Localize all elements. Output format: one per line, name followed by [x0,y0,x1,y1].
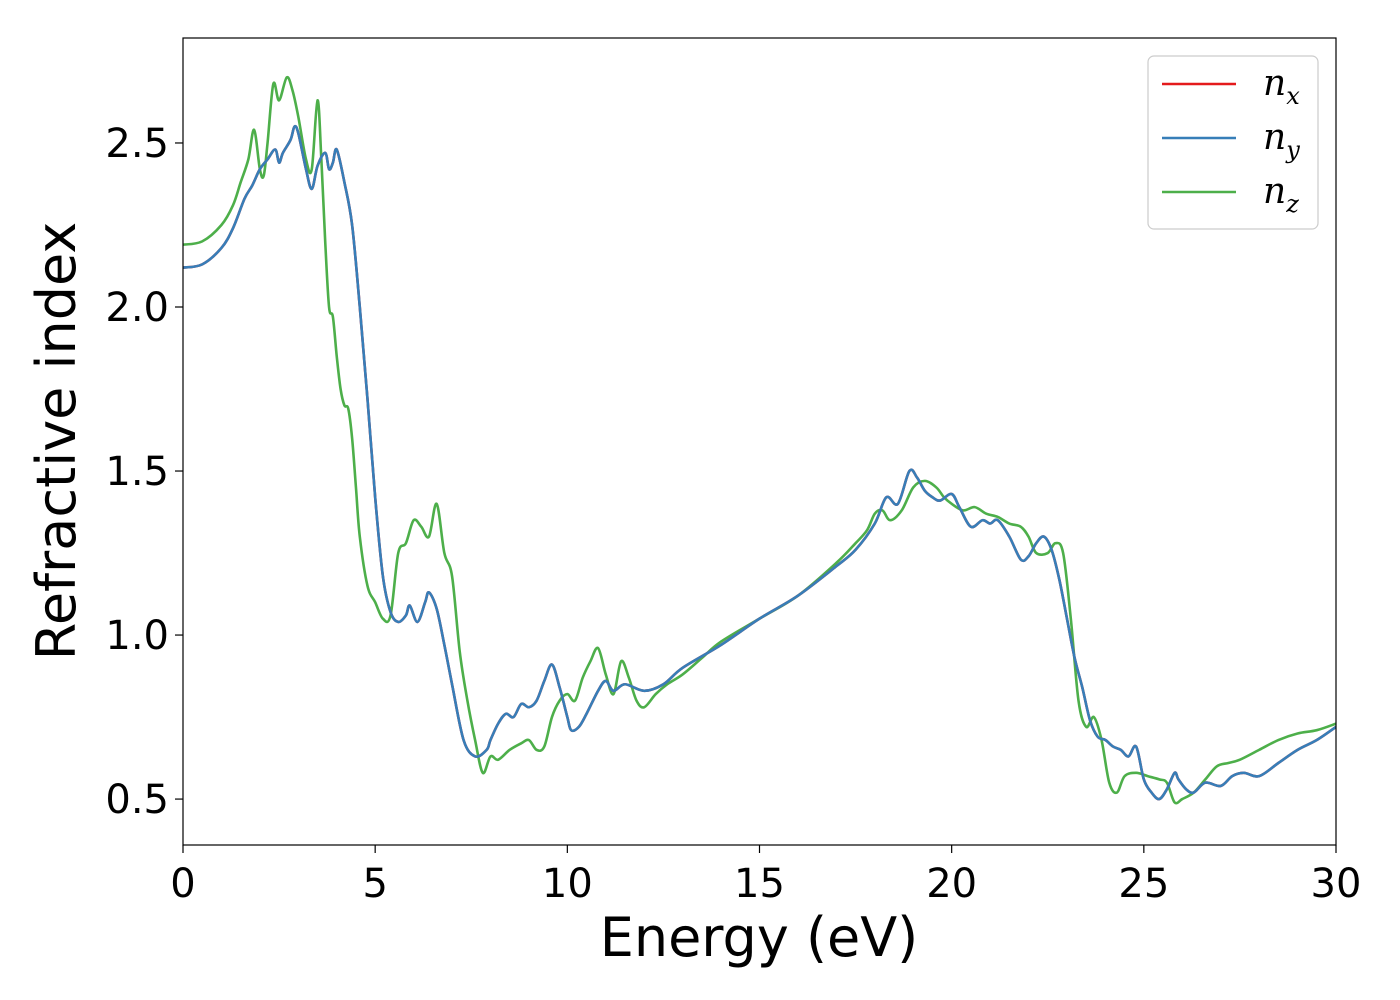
legend-box [1147,55,1319,230]
x-axis-label: Energy (eV) [600,906,919,969]
x-tick-label: 10 [542,861,593,907]
legend-label-ny: ny [1263,117,1300,164]
y-tick-label: 1.0 [105,613,169,659]
legend-label-nz: nz [1263,171,1299,218]
y-axis-ticks: 0.5 1.0 1.5 2.0 2.5 [105,121,183,823]
y-axis-label: Refractive index [25,222,88,661]
y-tick-label: 1.5 [105,449,169,495]
series-line-nz [183,75,1336,805]
series-line-ny [183,124,1336,801]
x-tick-label: 15 [734,861,785,907]
plot-lines [183,75,1336,805]
x-axis-ticks: 0 5 10 15 20 25 30 [170,845,1361,907]
y-tick-label: 0.5 [105,777,169,823]
legend: nx ny nz [1147,55,1319,230]
x-tick-label: 5 [362,861,387,907]
legend-entries: nx ny nz [1162,63,1300,218]
y-tick-label: 2.5 [105,121,169,167]
x-tick-label: 20 [926,861,977,907]
legend-label-nx: nx [1263,63,1300,110]
x-tick-label: 30 [1311,861,1362,907]
x-tick-label: 25 [1118,861,1169,907]
y-tick-label: 2.0 [105,285,169,331]
x-tick-label: 0 [170,861,195,907]
